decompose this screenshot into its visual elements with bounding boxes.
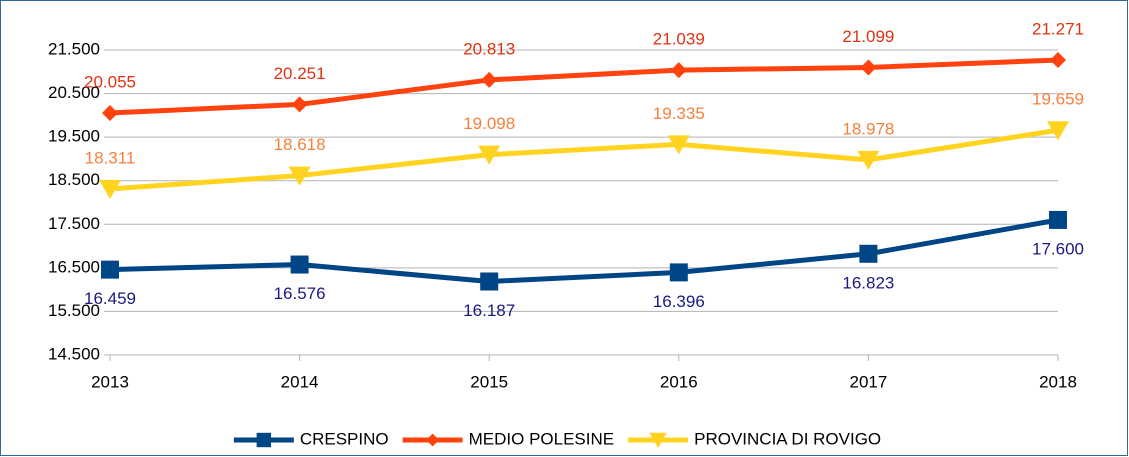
data-label: 19.098	[463, 114, 515, 133]
y-tick-label: 14.500	[48, 344, 100, 363]
data-label: 19.335	[653, 104, 705, 123]
data-label: 21.271	[1032, 19, 1084, 38]
marker	[481, 71, 498, 88]
data-label: 20.813	[463, 39, 515, 58]
marker	[99, 179, 121, 199]
x-tick-label: 2016	[660, 372, 698, 391]
series-line	[109, 217, 1059, 284]
x-tick-label: 2013	[91, 372, 129, 391]
data-label: 18.978	[842, 119, 894, 138]
y-tick-label: 21.500	[48, 39, 100, 58]
marker	[480, 272, 499, 291]
marker	[291, 96, 308, 113]
y-tick-label: 17.500	[48, 214, 100, 233]
y-tick-label: 19.500	[48, 127, 100, 146]
series-line	[109, 57, 1059, 116]
y-tick-label: 18.500	[48, 170, 100, 189]
marker	[860, 59, 877, 76]
legend-label: PROVINCIA DI ROVIGO	[694, 429, 881, 448]
marker	[101, 260, 119, 279]
data-label: 18.311	[85, 148, 136, 167]
x-tick-label: 2015	[470, 372, 508, 391]
data-label: 16.187	[463, 301, 515, 320]
marker	[288, 166, 311, 186]
marker	[1049, 210, 1067, 229]
legend-label: CRESPINO	[300, 429, 389, 448]
marker	[478, 145, 501, 165]
marker	[670, 62, 687, 79]
data-label: 16.823	[842, 273, 894, 292]
data-label: 20.055	[84, 72, 136, 91]
y-tick-label: 16.500	[48, 257, 100, 276]
marker	[859, 244, 878, 263]
marker	[1047, 121, 1069, 141]
data-label: 21.039	[653, 30, 705, 49]
data-label: 16.576	[274, 284, 326, 303]
marker	[1050, 51, 1066, 68]
marker	[426, 433, 440, 447]
data-label: 20.251	[274, 64, 326, 83]
marker	[290, 255, 309, 274]
data-label: 19.659	[1032, 90, 1084, 109]
series-line	[109, 127, 1059, 192]
data-label: 18.618	[274, 135, 326, 154]
x-tick-label: 2014	[281, 372, 319, 391]
data-label: 16.396	[653, 292, 705, 311]
marker	[102, 104, 118, 121]
marker	[649, 432, 667, 448]
marker	[256, 432, 272, 448]
marker	[667, 135, 690, 155]
marker	[857, 150, 880, 170]
data-label: 16.459	[84, 289, 136, 308]
marker	[669, 263, 688, 282]
x-tick-label: 2017	[849, 372, 887, 391]
legend-label: MEDIO POLESINE	[469, 429, 614, 448]
y-tick-label: 20.500	[48, 83, 100, 102]
data-label: 21.099	[842, 27, 894, 46]
data-label: 17.600	[1032, 239, 1084, 258]
legend: CRESPINO MEDIO POLESINE PROVINCIA DI ROVIG…	[233, 429, 881, 448]
y-tick-label: 15.500	[48, 301, 100, 320]
x-tick-label: 2018	[1039, 372, 1077, 391]
